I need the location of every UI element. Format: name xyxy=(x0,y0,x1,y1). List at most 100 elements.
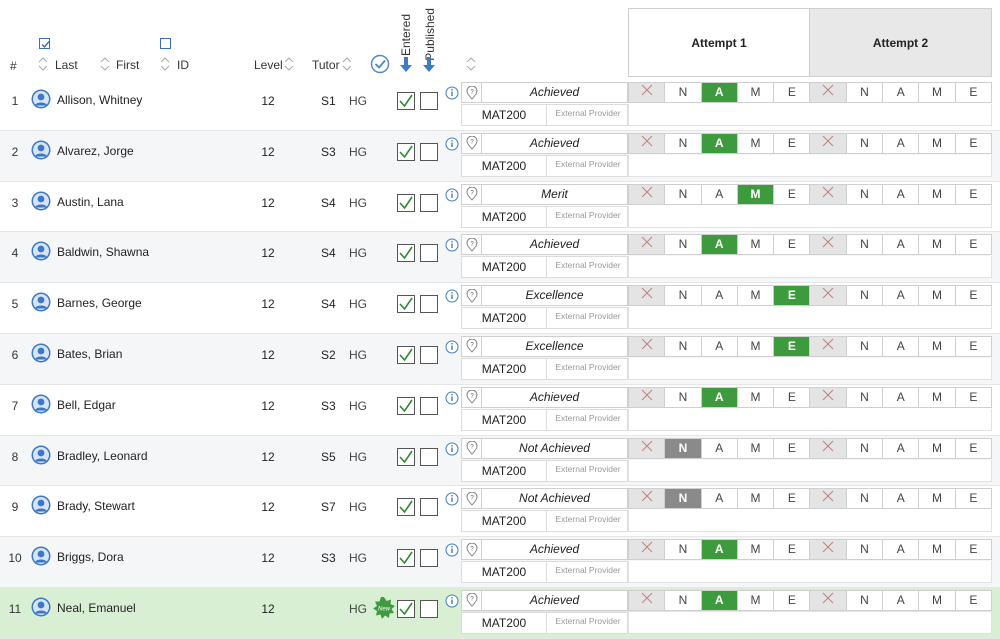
attempt2-grade-e-button[interactable]: E xyxy=(955,235,991,255)
clear-grade-button[interactable] xyxy=(810,235,847,255)
attempt1-grade-m-button[interactable]: M xyxy=(737,133,775,153)
student-name[interactable]: Barnes, George xyxy=(57,296,142,311)
entered-checkbox[interactable] xyxy=(397,549,415,568)
attempt2-grade-e-button[interactable]: E xyxy=(955,540,991,560)
avatar-icon[interactable] xyxy=(31,241,51,261)
attempt1-grade-a-button[interactable]: A xyxy=(701,540,738,560)
attempt1-grade-m-button[interactable]: M xyxy=(737,83,775,102)
student-name[interactable]: Alvarez, Jorge xyxy=(57,143,134,158)
attempt2-grade-n-button[interactable]: N xyxy=(846,184,884,204)
info-icon[interactable] xyxy=(445,340,459,354)
attempt2-grade-e-button[interactable]: E xyxy=(955,387,991,407)
clear-grade-button[interactable] xyxy=(810,387,847,407)
attempt1-grade-m-button[interactable]: M xyxy=(737,590,775,610)
info-icon[interactable] xyxy=(445,442,459,456)
avatar-icon[interactable] xyxy=(31,89,51,109)
student-name[interactable]: Austin, Lana xyxy=(57,194,124,209)
attempt2-grade-n-button[interactable]: N xyxy=(846,590,884,610)
clear-grade-button[interactable] xyxy=(629,540,666,560)
info-icon[interactable] xyxy=(445,492,459,506)
sort-first-icon[interactable] xyxy=(100,56,110,72)
attempt1-grade-a-button[interactable]: A xyxy=(701,489,738,509)
student-name[interactable]: Bradley, Leonard xyxy=(57,448,148,463)
avatar-icon[interactable] xyxy=(31,191,51,211)
published-checkbox[interactable] xyxy=(420,244,438,263)
attempt2-grade-a-button[interactable]: A xyxy=(883,540,920,560)
attempt2-grade-a-button[interactable]: A xyxy=(883,286,920,306)
sort-last-icon[interactable] xyxy=(38,56,48,72)
attempt1-grade-e-button[interactable]: E xyxy=(774,438,811,458)
attempt1-grade-m-button[interactable]: M xyxy=(737,184,775,204)
clear-grade-button[interactable] xyxy=(629,336,666,356)
entered-checkbox[interactable] xyxy=(397,295,415,314)
entered-checkbox[interactable] xyxy=(397,447,415,466)
attempt1-grade-a-button[interactable]: A xyxy=(701,387,738,407)
clear-grade-button[interactable] xyxy=(629,438,666,458)
avatar-icon[interactable] xyxy=(31,292,51,312)
attempt2-grade-m-button[interactable]: M xyxy=(919,235,956,255)
published-down-arrow-icon[interactable] xyxy=(422,57,436,73)
id-header[interactable]: ID xyxy=(177,58,189,72)
attempt1-grade-n-button[interactable]: N xyxy=(665,184,702,204)
attempt2-grade-e-button[interactable]: E xyxy=(955,590,991,610)
attempt2-grade-a-button[interactable]: A xyxy=(883,133,920,153)
attempt1-grade-e-button[interactable]: E xyxy=(774,590,811,610)
avatar-icon[interactable] xyxy=(31,495,51,515)
info-icon[interactable] xyxy=(445,594,459,608)
info-icon[interactable] xyxy=(445,188,459,202)
clear-grade-button[interactable] xyxy=(810,286,847,306)
verify-all-icon[interactable] xyxy=(370,54,390,74)
clear-grade-button[interactable] xyxy=(629,387,666,407)
clear-grade-button[interactable] xyxy=(629,133,666,153)
question-marker-icon[interactable]: ? xyxy=(462,540,482,560)
attempt1-grade-n-button[interactable]: N xyxy=(665,336,702,356)
question-marker-icon[interactable]: ? xyxy=(462,387,482,407)
published-checkbox[interactable] xyxy=(420,447,438,466)
avatar-icon[interactable] xyxy=(31,140,51,160)
attempt2-grade-e-button[interactable]: E xyxy=(955,336,991,356)
clear-grade-button[interactable] xyxy=(629,83,666,102)
attempt1-grade-m-button[interactable]: M xyxy=(737,387,775,407)
clear-grade-button[interactable] xyxy=(629,590,666,610)
clear-grade-button[interactable] xyxy=(810,540,847,560)
attempt2-grade-m-button[interactable]: M xyxy=(919,540,956,560)
published-checkbox[interactable] xyxy=(420,599,438,618)
info-icon[interactable] xyxy=(445,86,459,100)
attempt2-grade-a-button[interactable]: A xyxy=(883,489,920,509)
attempt1-grade-a-button[interactable]: A xyxy=(701,133,738,153)
entered-checkbox[interactable] xyxy=(397,498,415,517)
attempt1-grade-n-button[interactable]: N xyxy=(665,235,702,255)
published-checkbox[interactable] xyxy=(420,295,438,314)
student-name[interactable]: Brady, Stewart xyxy=(57,499,135,514)
attempt1-grade-e-button[interactable]: E xyxy=(774,489,811,509)
clear-grade-button[interactable] xyxy=(629,235,666,255)
student-name[interactable]: Briggs, Dora xyxy=(57,550,124,565)
attempt1-grade-m-button[interactable]: M xyxy=(737,540,775,560)
attempt1-grade-m-button[interactable]: M xyxy=(737,438,775,458)
attempt1-grade-e-button[interactable]: E xyxy=(774,235,811,255)
attempt-1-tab[interactable]: Attempt 1 xyxy=(629,9,810,76)
student-name[interactable]: Neal, Emanuel xyxy=(57,600,136,615)
student-name[interactable]: Baldwin, Shawna xyxy=(57,245,150,260)
student-name[interactable]: Bell, Edgar xyxy=(57,397,116,412)
attempt2-grade-n-button[interactable]: N xyxy=(846,540,884,560)
clear-grade-button[interactable] xyxy=(810,336,847,356)
published-checkbox[interactable] xyxy=(420,345,438,364)
attempt2-grade-a-button[interactable]: A xyxy=(883,590,920,610)
attempt2-grade-m-button[interactable]: M xyxy=(919,489,956,509)
attempt-2-tab[interactable]: Attempt 2 xyxy=(810,9,991,76)
attempt2-grade-e-button[interactable]: E xyxy=(955,184,991,204)
attempt2-grade-n-button[interactable]: N xyxy=(846,438,884,458)
attempt2-grade-a-button[interactable]: A xyxy=(883,235,920,255)
sort-result-icon[interactable] xyxy=(466,56,476,72)
attempt2-grade-e-button[interactable]: E xyxy=(955,83,991,102)
attempt1-grade-m-button[interactable]: M xyxy=(737,235,775,255)
question-marker-icon[interactable]: ? xyxy=(462,489,482,509)
question-marker-icon[interactable]: ? xyxy=(462,184,482,204)
attempt1-grade-n-button[interactable]: N xyxy=(665,438,702,458)
attempt2-grade-e-button[interactable]: E xyxy=(955,286,991,306)
attempt2-grade-m-button[interactable]: M xyxy=(919,184,956,204)
avatar-icon[interactable] xyxy=(31,546,51,566)
attempt2-grade-a-button[interactable]: A xyxy=(883,336,920,356)
published-checkbox[interactable] xyxy=(420,92,438,110)
